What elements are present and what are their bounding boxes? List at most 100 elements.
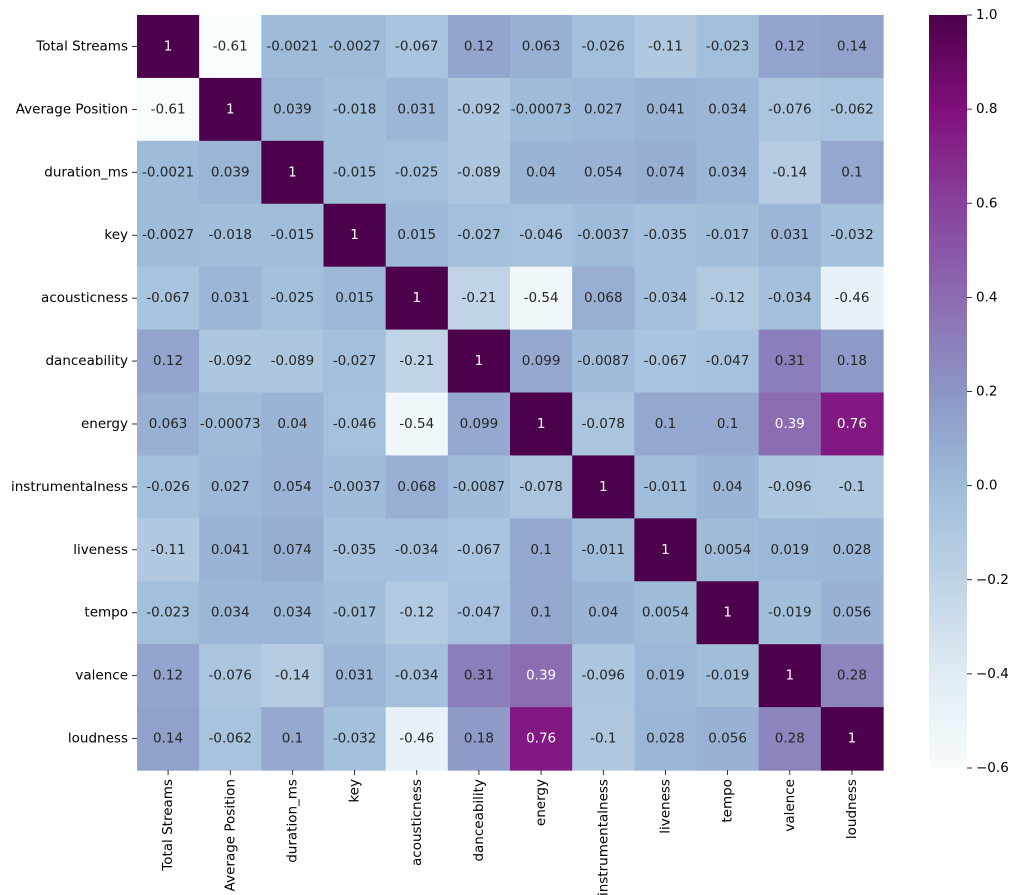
heatmap-cell <box>261 15 325 79</box>
cell-value: -0.00073 <box>200 416 261 432</box>
cell-value: -0.047 <box>457 605 501 621</box>
cell-value: -0.11 <box>151 542 186 558</box>
x-tick-label: acousticness <box>409 779 425 866</box>
heatmap-cell <box>572 392 635 457</box>
cell-value: -0.067 <box>457 542 501 558</box>
heatmap-cell <box>323 266 387 331</box>
heatmap-cell <box>137 329 200 394</box>
heatmap-cell <box>820 266 884 331</box>
cell-value: -0.025 <box>395 164 439 180</box>
cell-value: -0.0021 <box>142 164 194 180</box>
heatmap-cell <box>447 392 511 457</box>
y-tick-label: danceability <box>45 353 128 369</box>
cell-value: 0.031 <box>397 101 436 117</box>
y-tick-label: Total Streams <box>35 38 128 54</box>
heatmap-cell <box>323 203 387 268</box>
heatmap-cell <box>572 77 635 142</box>
colorbar-tick-label: 0.8 <box>976 101 997 117</box>
cell-value: -0.21 <box>461 290 496 306</box>
heatmap-cell <box>758 15 822 79</box>
y-axis-tick-labels: Total Streams Average Position duration_ms… <box>11 38 137 747</box>
x-axis-tick-labels: Total Streams Average Position duration_ms… <box>160 770 860 895</box>
heatmap-cell <box>696 392 760 457</box>
y-tick-label: instrumentalness <box>11 479 128 495</box>
x-tick-label: valence <box>782 779 798 832</box>
heatmap-cell <box>510 15 573 79</box>
heatmap-cell <box>323 15 387 79</box>
cell-value: 0.76 <box>837 416 867 432</box>
heatmap-cell <box>634 707 698 771</box>
heatmap-cell <box>137 581 200 645</box>
cell-value: -0.034 <box>395 542 439 558</box>
heatmap-cell <box>447 707 511 771</box>
heatmap-cell <box>758 140 822 205</box>
heatmap-cell <box>634 15 698 79</box>
heatmap-cell <box>385 329 449 394</box>
heatmap-cell <box>261 644 325 708</box>
cell-value: 1 <box>848 731 857 747</box>
cell-value: 0.039 <box>211 164 250 180</box>
cell-value: -0.023 <box>146 605 190 621</box>
cell-value: 1 <box>661 542 670 558</box>
colorbar-tick-label: 1.0 <box>976 7 997 23</box>
cell-value: 0.18 <box>464 731 494 747</box>
y-tick-label: duration_ms <box>44 164 128 180</box>
cell-value: 0.1 <box>717 416 738 432</box>
heatmap-cell <box>572 15 635 79</box>
heatmap-cell <box>758 266 822 331</box>
cell-value: -0.078 <box>519 479 563 495</box>
heatmap-cells <box>137 15 884 771</box>
cell-value: 1 <box>164 38 173 54</box>
heatmap-cell <box>447 329 511 394</box>
heatmap-cell <box>510 266 573 331</box>
heatmap-cell <box>758 455 822 519</box>
cell-value: -0.035 <box>333 542 377 558</box>
x-tick-label: tempo <box>720 779 736 823</box>
cell-value: -0.032 <box>333 731 377 747</box>
cell-value: 1 <box>537 416 546 432</box>
cell-value: 0.14 <box>153 731 183 747</box>
heatmap-cell <box>199 518 262 582</box>
cell-value: 0.0054 <box>704 542 751 558</box>
cell-value: 1 <box>723 605 732 621</box>
cell-value: 0.074 <box>646 164 685 180</box>
cell-value: -0.076 <box>768 101 812 117</box>
x-tick-label: energy <box>533 779 549 826</box>
heatmap-cell <box>634 518 698 582</box>
cell-value: -0.11 <box>648 38 683 54</box>
heatmap-cell <box>385 707 449 771</box>
cell-value: -0.0027 <box>329 38 381 54</box>
cell-value: 0.099 <box>460 416 499 432</box>
cell-value: 0.019 <box>646 668 685 684</box>
cell-value: -0.21 <box>399 353 434 369</box>
colorbar-tick-label: 0.2 <box>976 384 997 400</box>
cell-value: -0.032 <box>830 227 874 243</box>
heatmap-cell <box>137 203 200 268</box>
cell-value: 1 <box>475 353 484 369</box>
cell-value: -0.54 <box>399 416 434 432</box>
y-tick-label: liveness <box>73 542 128 558</box>
heatmap-cell <box>634 455 698 519</box>
cell-value: -0.067 <box>644 353 688 369</box>
x-tick-label: key <box>347 779 363 803</box>
heatmap-cell <box>696 203 760 268</box>
heatmap-cell <box>820 77 884 142</box>
cell-value: 0.034 <box>211 605 250 621</box>
heatmap-cell <box>385 140 449 205</box>
heatmap-cell <box>261 392 325 457</box>
x-tick-label: Average Position <box>222 779 238 891</box>
heatmap-cell <box>137 77 200 142</box>
heatmap-cell <box>696 455 760 519</box>
heatmap-cell <box>385 518 449 582</box>
cell-value: 0.031 <box>211 290 250 306</box>
cell-value: -0.096 <box>582 668 626 684</box>
cell-value: -0.61 <box>151 101 186 117</box>
y-tick-label: tempo <box>84 605 128 621</box>
heatmap-cell <box>199 329 262 394</box>
y-tick-label: acousticness <box>41 290 128 306</box>
cell-value: -0.026 <box>146 479 190 495</box>
cell-value: -0.1 <box>590 731 616 747</box>
cell-value: 0.019 <box>770 542 809 558</box>
colorbar-tick-label: 0.0 <box>976 478 997 494</box>
cell-value: -0.0037 <box>577 227 629 243</box>
